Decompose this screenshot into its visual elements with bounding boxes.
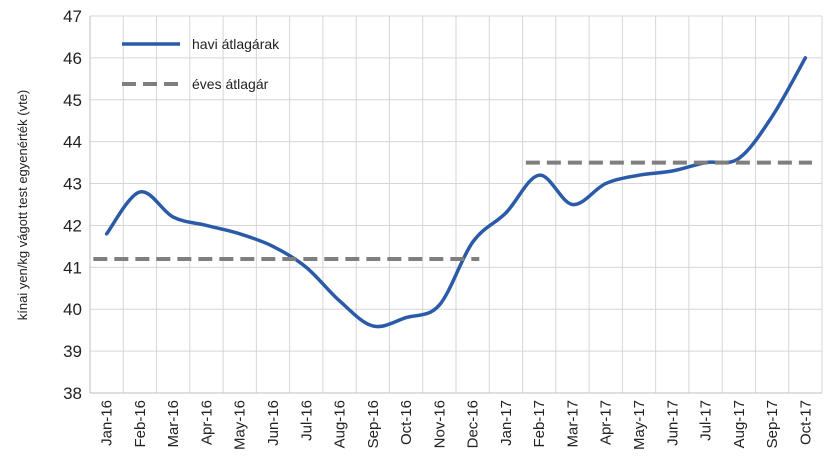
x-tick-label: Mar-16 (165, 400, 182, 448)
data-point (271, 244, 275, 248)
x-tick-label: Jul-17 (698, 400, 715, 441)
data-point (104, 232, 108, 236)
x-tick-label: Jul-16 (298, 400, 315, 441)
data-point (637, 173, 641, 177)
x-tick-label: Sep-17 (764, 400, 781, 448)
y-tick-label: 39 (63, 342, 82, 361)
x-tick-label: Dec-16 (465, 400, 482, 448)
grid (89, 15, 823, 394)
series-line-monthly (104, 56, 808, 329)
y-axis-title: kínai yen/kg vágott test egyenérték (vte… (15, 90, 30, 321)
x-tick-label: Aug-16 (332, 400, 349, 448)
data-point (204, 223, 208, 227)
series (93, 56, 813, 329)
data-point (404, 315, 408, 319)
x-tick-label: Apr-16 (198, 400, 215, 445)
data-point (670, 169, 674, 173)
x-tick-label: Feb-16 (132, 400, 149, 448)
legend: havi átlagárak éves átlagár (122, 36, 280, 92)
data-point (737, 156, 741, 160)
x-tick-label: May-17 (631, 400, 648, 450)
x-tick-label: Aug-17 (731, 400, 748, 448)
x-tick-label: Oct-17 (797, 400, 814, 445)
axes: 38 39 40 41 42 43 44 45 46 47 Jan-16 Feb-16 Mar-16 Ap… (63, 7, 822, 450)
data-point (371, 324, 375, 328)
x-tick-label: Jan-17 (498, 400, 515, 446)
y-tick-label: 38 (63, 384, 82, 403)
y-tick-label: 41 (63, 258, 82, 277)
data-point (770, 114, 774, 118)
x-tick-label: Jun-17 (664, 400, 681, 446)
data-point (504, 211, 508, 215)
data-point (537, 173, 541, 177)
data-point (238, 232, 242, 236)
legend-label: éves átlagár (192, 76, 269, 92)
x-tick-label: Nov-16 (431, 400, 448, 448)
y-tick-label: 42 (63, 216, 82, 235)
data-point (437, 303, 441, 307)
x-tick-label: Jan-16 (99, 400, 116, 446)
data-point (304, 265, 308, 269)
y-tick-label: 46 (63, 49, 82, 68)
y-tick-label: 43 (63, 175, 82, 194)
x-tick-label: Mar-17 (564, 400, 581, 448)
x-tick-label: Sep-16 (365, 400, 382, 448)
y-tick-label: 45 (63, 91, 82, 110)
data-point (803, 56, 807, 60)
x-tick-label: Oct-16 (398, 400, 415, 445)
y-tick-label: 47 (63, 7, 82, 26)
y-tick-label: 44 (63, 133, 82, 152)
x-tick-label: Apr-17 (598, 400, 615, 445)
y-tick-label: 40 (63, 300, 82, 319)
data-point (337, 299, 341, 303)
legend-label: havi átlagárak (192, 36, 280, 52)
data-point (570, 202, 574, 206)
data-point (171, 215, 175, 219)
x-tick-label: Feb-17 (531, 400, 548, 448)
data-point (470, 240, 474, 244)
data-point (138, 190, 142, 194)
x-tick-label: Jun-16 (265, 400, 282, 446)
data-point (604, 181, 608, 185)
x-tick-label: May-16 (232, 400, 249, 450)
